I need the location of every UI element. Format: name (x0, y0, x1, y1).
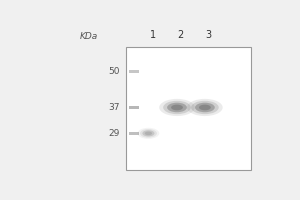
Ellipse shape (187, 99, 223, 116)
Bar (126, 47, 251, 170)
Ellipse shape (159, 99, 195, 116)
Text: 3: 3 (205, 30, 212, 40)
Bar (129, 106, 139, 109)
Text: 29: 29 (109, 129, 120, 138)
Ellipse shape (167, 103, 187, 112)
Text: 50: 50 (109, 67, 120, 76)
Text: KDa: KDa (80, 32, 98, 41)
Bar (129, 70, 139, 73)
Ellipse shape (191, 101, 219, 114)
Ellipse shape (140, 129, 157, 138)
Text: 1: 1 (149, 30, 156, 40)
Ellipse shape (145, 131, 152, 135)
Ellipse shape (195, 103, 215, 112)
Text: 2: 2 (177, 30, 184, 40)
Text: 37: 37 (109, 103, 120, 112)
Ellipse shape (199, 105, 211, 110)
Ellipse shape (142, 130, 154, 136)
Bar (129, 132, 139, 135)
Ellipse shape (163, 101, 191, 114)
Ellipse shape (137, 128, 159, 139)
Ellipse shape (171, 105, 183, 110)
